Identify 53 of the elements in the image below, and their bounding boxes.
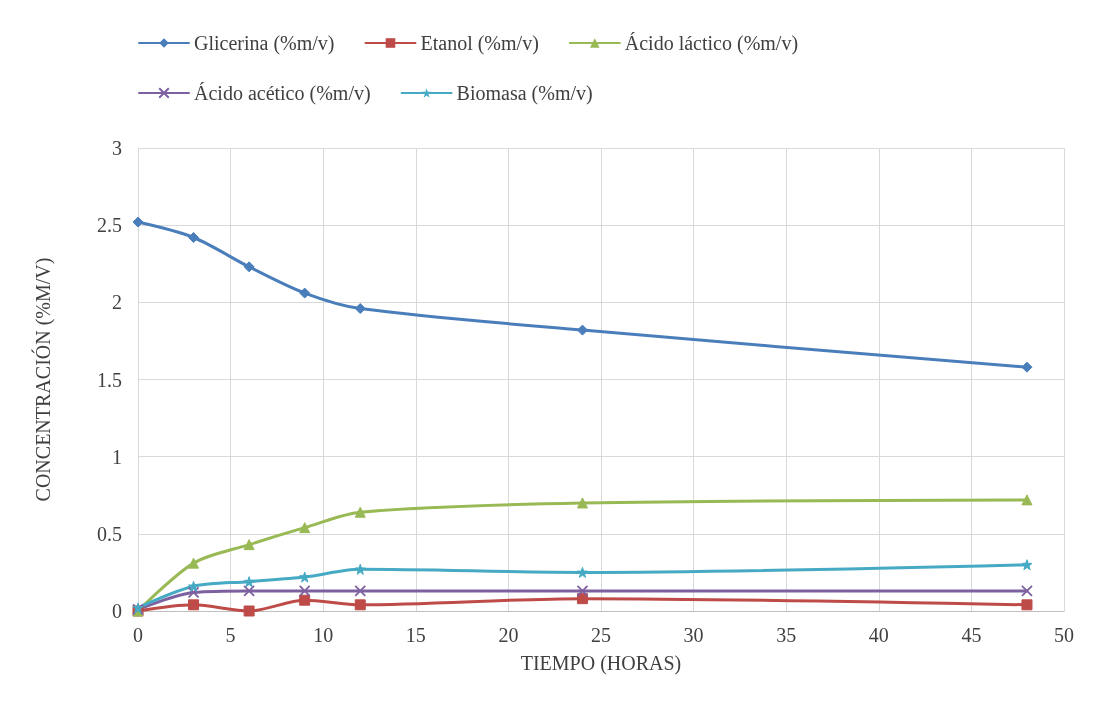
x-tick-label: 15 — [405, 624, 426, 646]
x-tick-label: 5 — [225, 624, 236, 646]
x-tick-label: 30 — [683, 624, 704, 646]
point — [187, 586, 200, 599]
y-tick-label: 1 — [112, 445, 122, 468]
y-axis-title: CONCENTRACIÓN (%M/V) — [31, 257, 55, 502]
point — [354, 599, 366, 611]
x-axis-title: TIEMPO (HORAS) — [520, 652, 682, 675]
point — [354, 506, 366, 518]
legend-label: Ácido acético (%m/v) — [194, 82, 371, 105]
point — [299, 594, 311, 606]
point — [1021, 494, 1033, 506]
point — [1021, 559, 1033, 571]
point — [1021, 361, 1033, 373]
legend-label: Etanol (%m/v) — [420, 32, 539, 55]
point — [298, 585, 311, 597]
x-tick-label: 35 — [776, 624, 797, 646]
point — [243, 539, 255, 551]
point — [354, 563, 366, 575]
point — [243, 261, 255, 273]
x-tick-label: 45 — [961, 624, 982, 646]
point — [354, 303, 366, 315]
point — [299, 522, 311, 534]
point — [354, 585, 367, 597]
legend-label: Ácido láctico (%m/v) — [624, 32, 799, 55]
legend-label: Glicerina (%m/v) — [194, 32, 335, 55]
x-tick-label: 10 — [313, 624, 334, 646]
y-tick-label: 1.5 — [97, 368, 122, 391]
point — [1021, 585, 1033, 597]
point — [243, 605, 255, 617]
legend-label: Biomasa (%m/v) — [456, 82, 593, 105]
point — [132, 216, 144, 228]
point — [576, 593, 588, 605]
point — [576, 566, 588, 578]
x-tick-label: 50 — [1054, 624, 1074, 646]
x-tick-label: 0 — [133, 624, 143, 646]
point — [576, 497, 588, 509]
point — [188, 232, 200, 244]
point — [188, 599, 200, 611]
x-tick-label: 20 — [498, 624, 519, 646]
point — [243, 576, 255, 588]
point — [576, 585, 589, 597]
x-tick-label: 40 — [868, 624, 889, 646]
y-tick-label: 2 — [112, 291, 122, 314]
point — [243, 585, 256, 597]
x-tick-label: 25 — [591, 624, 611, 646]
point — [188, 557, 200, 569]
y-tick-label: 0.5 — [97, 522, 122, 545]
y-tick-label: 3 — [112, 137, 122, 159]
y-tick-label: 2.5 — [97, 214, 122, 237]
y-tick-label: 0 — [112, 600, 122, 622]
point — [299, 287, 311, 299]
point — [1021, 599, 1033, 611]
